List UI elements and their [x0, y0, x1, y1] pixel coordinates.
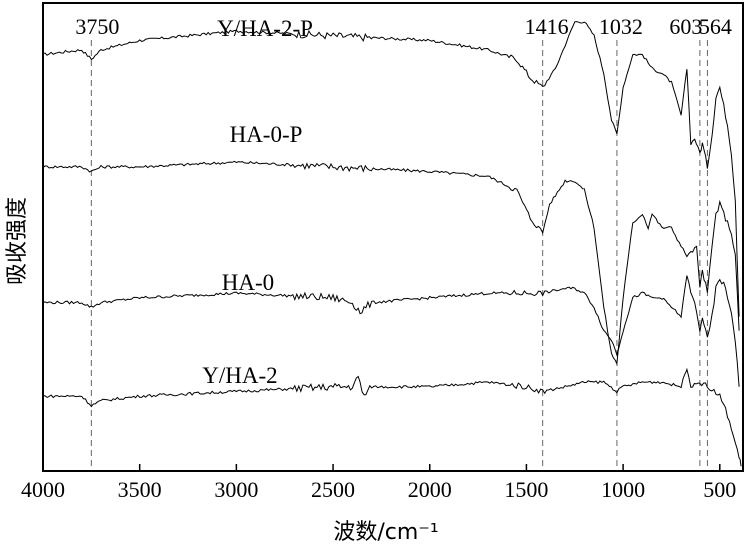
x-tick-label-3500: 3500 — [118, 477, 162, 502]
series-label-y-ha-2-p: Y/HA-2-P — [217, 16, 313, 41]
x-tick-label-1000: 1000 — [601, 477, 645, 502]
x-axis-ticks — [42, 464, 721, 471]
peak-label-603: 603 — [669, 14, 702, 39]
x-tick-label-4000: 4000 — [21, 477, 65, 502]
x-tick-label-1500: 1500 — [504, 477, 548, 502]
series-line-y-ha-2-p — [42, 21, 740, 317]
series-label-y-ha-2: Y/HA-2 — [202, 363, 277, 388]
series-labels: Y/HA-2-P HA-0-P HA-0 Y/HA-2 — [202, 16, 313, 388]
x-tick-label-2000: 2000 — [408, 477, 452, 502]
x-tick-label-2500: 2500 — [311, 477, 355, 502]
series-label-ha-0: HA-0 — [222, 270, 274, 295]
series-line-ha-0-p — [42, 160, 740, 366]
peak-marker-lines — [90, 40, 708, 471]
plot-frame — [42, 2, 744, 472]
x-axis-tick-labels: 4000 3500 3000 2500 2000 1500 1000 500 — [21, 477, 736, 502]
peak-label-564: 564 — [699, 14, 732, 39]
peak-label-1032: 1032 — [599, 14, 643, 39]
series-lines — [42, 21, 742, 467]
x-tick-label-500: 500 — [703, 477, 736, 502]
peak-label-3750: 3750 — [75, 14, 119, 39]
series-line-y-ha-2 — [42, 367, 742, 467]
y-axis-title: 吸收强度 — [5, 197, 30, 285]
peak-label-1416: 1416 — [525, 14, 569, 39]
x-axis-title: 波数/cm⁻¹ — [333, 520, 438, 545]
series-label-ha-0-p: HA-0-P — [230, 122, 303, 147]
x-tick-label-3000: 3000 — [214, 477, 258, 502]
series-line-ha-0 — [42, 275, 740, 387]
